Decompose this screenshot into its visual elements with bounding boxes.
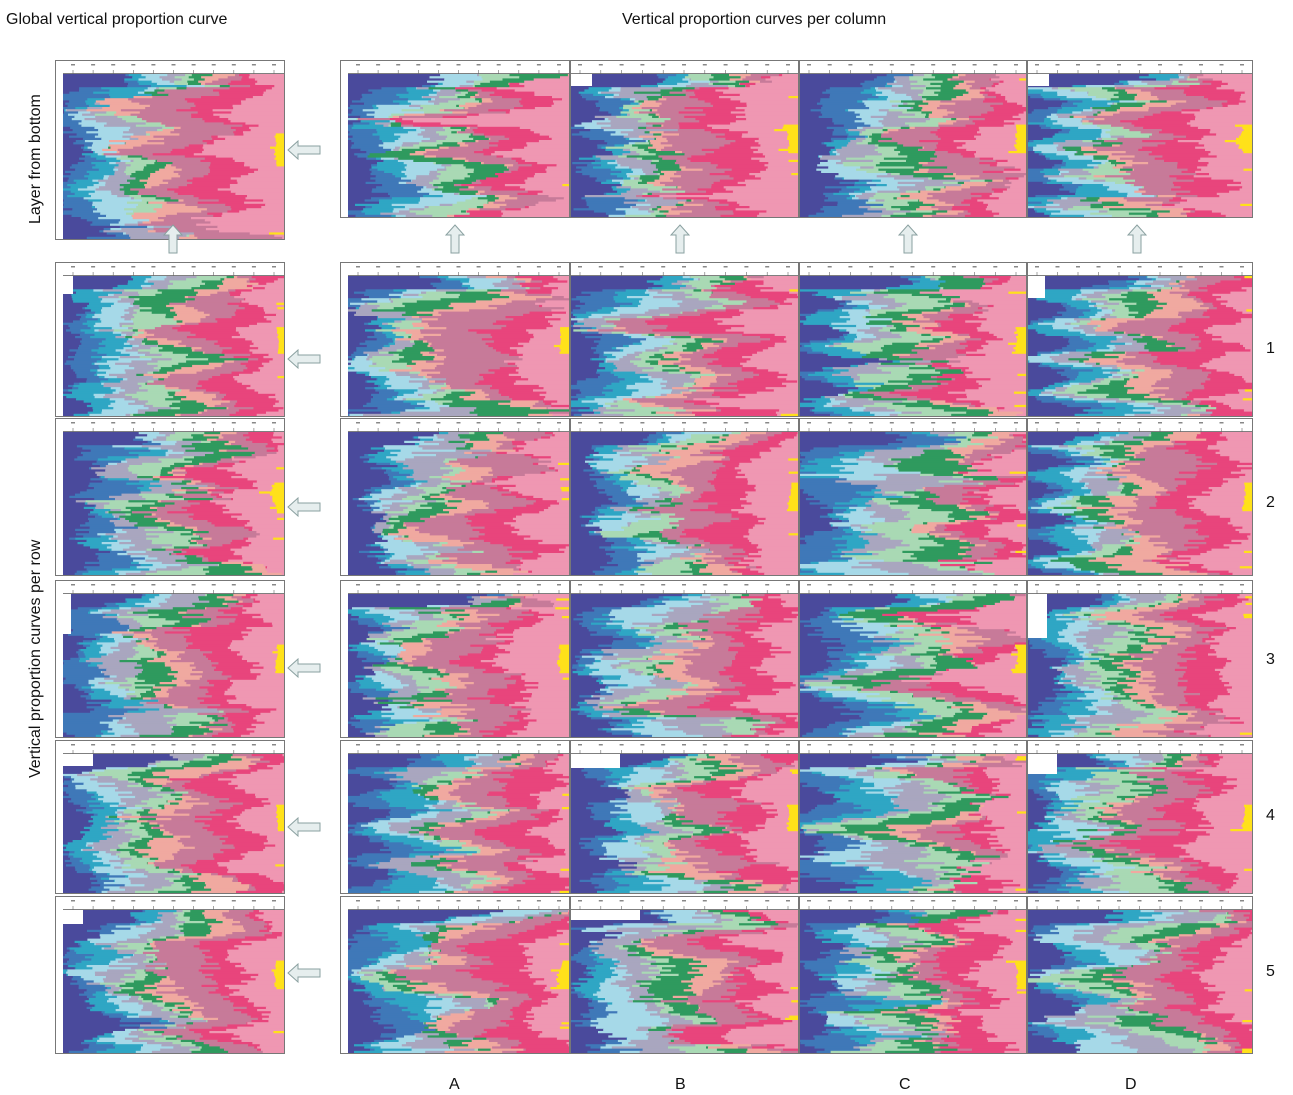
cell-d-1 [1027, 262, 1253, 417]
arrow-column-to-global [287, 139, 321, 165]
cell-a-1 [340, 262, 570, 417]
cell-d-2 [1027, 418, 1253, 576]
cell-b-2 [570, 418, 799, 576]
arrow-row-4 [287, 816, 321, 842]
global-curve-title: Global vertical proportion curve [6, 11, 228, 28]
cell-b-3 [570, 580, 799, 738]
cell-b-4 [570, 740, 799, 894]
cell-d-4 [1027, 740, 1253, 894]
row-curve-4 [55, 740, 285, 894]
cell-b-5 [570, 896, 799, 1054]
cell-a-4 [340, 740, 570, 894]
row-curves-axis-label: Vertical proportion curves per row [27, 539, 44, 778]
row-label-4: 4 [1266, 807, 1275, 824]
row-curve-5 [55, 896, 285, 1054]
cell-c-2 [799, 418, 1027, 576]
cell-a-5 [340, 896, 570, 1054]
column-curves-title: Vertical proportion curves per column [622, 11, 887, 28]
row-curve-2 [55, 418, 285, 576]
cell-c-1 [799, 262, 1027, 417]
row-label-1: 1 [1266, 340, 1275, 357]
arrow-row-5 [287, 962, 321, 988]
cell-b-1 [570, 262, 799, 417]
arrow-row-3 [287, 657, 321, 683]
column-label-c: C [899, 1076, 911, 1093]
column-curve-d [1027, 60, 1253, 218]
row-curve-3 [55, 580, 285, 738]
cell-c-4 [799, 740, 1027, 894]
column-label-d: D [1125, 1076, 1137, 1093]
column-curve-b [570, 60, 799, 218]
row-label-2: 2 [1266, 494, 1275, 511]
row-label-3: 3 [1266, 651, 1275, 668]
cell-c-3 [799, 580, 1027, 738]
cell-d-3 [1027, 580, 1253, 738]
arrow-cells-to-column-b [669, 224, 691, 259]
row-label-5: 5 [1266, 963, 1275, 980]
cell-c-5 [799, 896, 1027, 1054]
global-proportion-curve [55, 60, 285, 240]
arrow-cells-to-column-d [1126, 224, 1148, 259]
arrow-row-2 [287, 496, 321, 522]
layer-axis-label: Layer from bottom [27, 94, 44, 224]
column-label-b: B [675, 1076, 686, 1093]
column-label-a: A [449, 1076, 460, 1093]
arrow-rows-to-global [162, 224, 184, 259]
column-curve-a [340, 60, 570, 218]
row-curve-1 [55, 262, 285, 417]
cell-d-5 [1027, 896, 1253, 1054]
arrow-row-1 [287, 348, 321, 374]
cell-a-3 [340, 580, 570, 738]
cell-a-2 [340, 418, 570, 576]
arrow-cells-to-column-a [444, 224, 466, 259]
column-curve-c [799, 60, 1027, 218]
arrow-cells-to-column-c [897, 224, 919, 259]
